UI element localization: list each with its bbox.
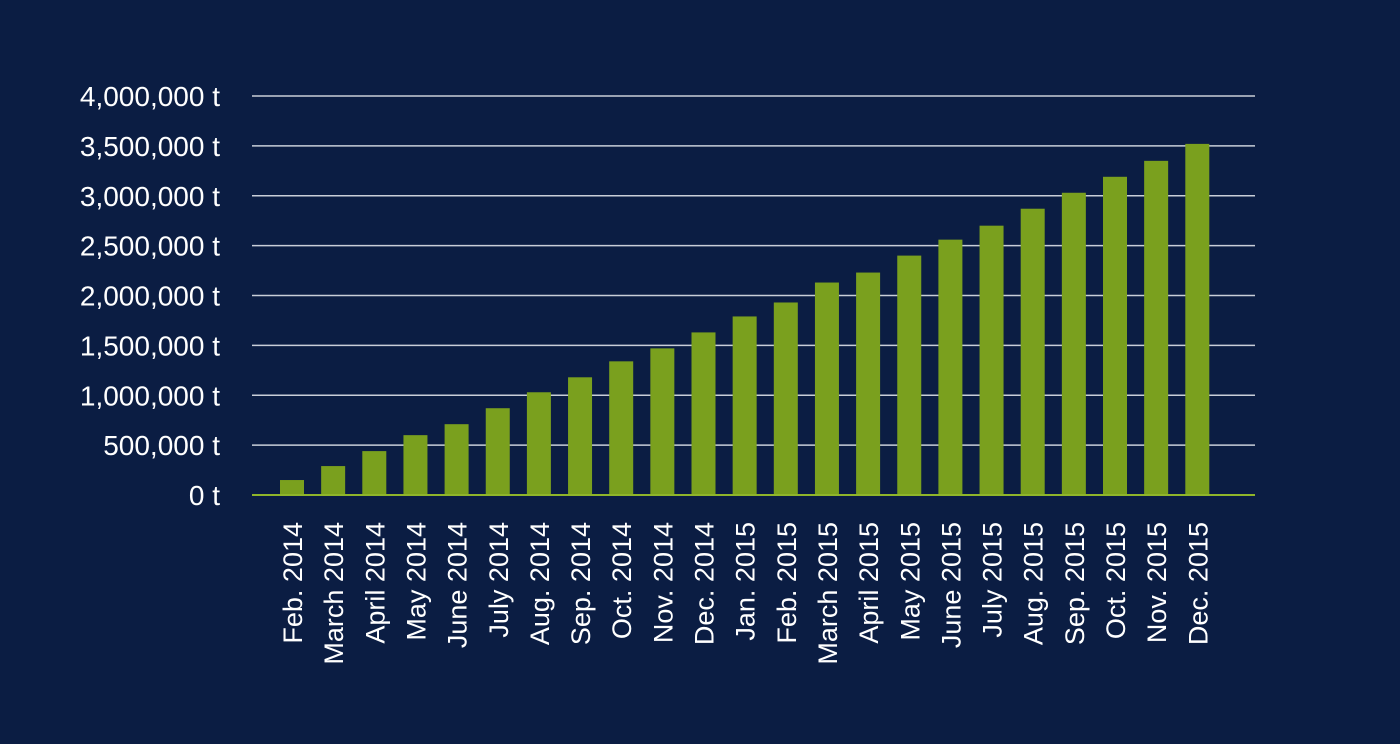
y-axis-tick-labels: 0 t 500,000 t 1,000,000 t 1,500,000 t 2,000,… [80, 81, 220, 511]
x-tick-label: Feb. 2015 [772, 522, 802, 644]
bar [691, 332, 716, 495]
bar [1061, 192, 1086, 495]
y-tick-label: 3,500,000 t [80, 131, 220, 162]
bar [280, 480, 304, 495]
y-tick-label: 500,000 t [103, 430, 220, 461]
bar [938, 239, 963, 495]
bars [280, 143, 1210, 496]
bar [856, 272, 881, 495]
y-tick-label: 1,500,000 t [80, 330, 220, 361]
x-axis-tick-labels: Feb. 2014 March 2014 April 2014 May 2014 Jun… [278, 522, 1213, 665]
x-tick-label: Sep. 2015 [1060, 522, 1090, 645]
x-tick-label: Nov. 2014 [648, 522, 678, 643]
x-tick-label: March 2015 [813, 522, 843, 665]
x-tick-label: Oct. 2014 [607, 522, 637, 639]
x-tick-label: July 2015 [978, 522, 1008, 638]
x-tick-label: Feb. 2014 [278, 522, 308, 644]
x-tick-label: Nov. 2015 [1142, 522, 1172, 643]
x-tick-label: March 2014 [319, 522, 349, 665]
x-tick-label: Aug. 2014 [525, 522, 555, 645]
bar [568, 377, 593, 495]
bar [1020, 208, 1045, 495]
x-tick-label: Jan. 2015 [731, 522, 761, 641]
x-tick-label: April 2015 [854, 522, 884, 644]
bar [321, 466, 346, 495]
bar [362, 451, 387, 495]
bar [732, 316, 757, 495]
y-tick-label: 2,000,000 t [80, 281, 220, 312]
bar [650, 348, 675, 495]
bar [814, 282, 839, 495]
x-tick-label: April 2014 [360, 522, 390, 644]
x-tick-label: July 2014 [484, 522, 514, 638]
y-tick-label: 0 t [189, 480, 220, 511]
bar [403, 435, 428, 495]
bar [444, 424, 469, 495]
bar [526, 392, 551, 495]
bar [979, 225, 1004, 496]
x-tick-label: June 2014 [443, 522, 473, 648]
x-tick-label: May 2015 [895, 522, 925, 641]
bar [773, 302, 798, 495]
y-tick-label: 1,000,000 t [80, 380, 220, 411]
x-tick-label: May 2014 [401, 522, 431, 641]
x-tick-label: Aug. 2015 [1019, 522, 1049, 645]
x-tick-label: Dec. 2015 [1183, 522, 1213, 645]
y-tick-label: 3,000,000 t [80, 181, 220, 212]
y-tick-label: 4,000,000 t [80, 81, 220, 112]
bar [1103, 176, 1127, 496]
bar [1185, 143, 1210, 495]
bar [1144, 160, 1169, 495]
x-tick-label: June 2015 [936, 522, 966, 648]
x-tick-label: Sep. 2014 [566, 522, 596, 645]
bar [897, 255, 922, 495]
bar [609, 361, 634, 495]
y-tick-label: 2,500,000 t [80, 231, 220, 262]
x-tick-label: Oct. 2015 [1101, 522, 1131, 639]
bar [485, 408, 510, 495]
x-tick-label: Dec. 2014 [690, 522, 720, 645]
